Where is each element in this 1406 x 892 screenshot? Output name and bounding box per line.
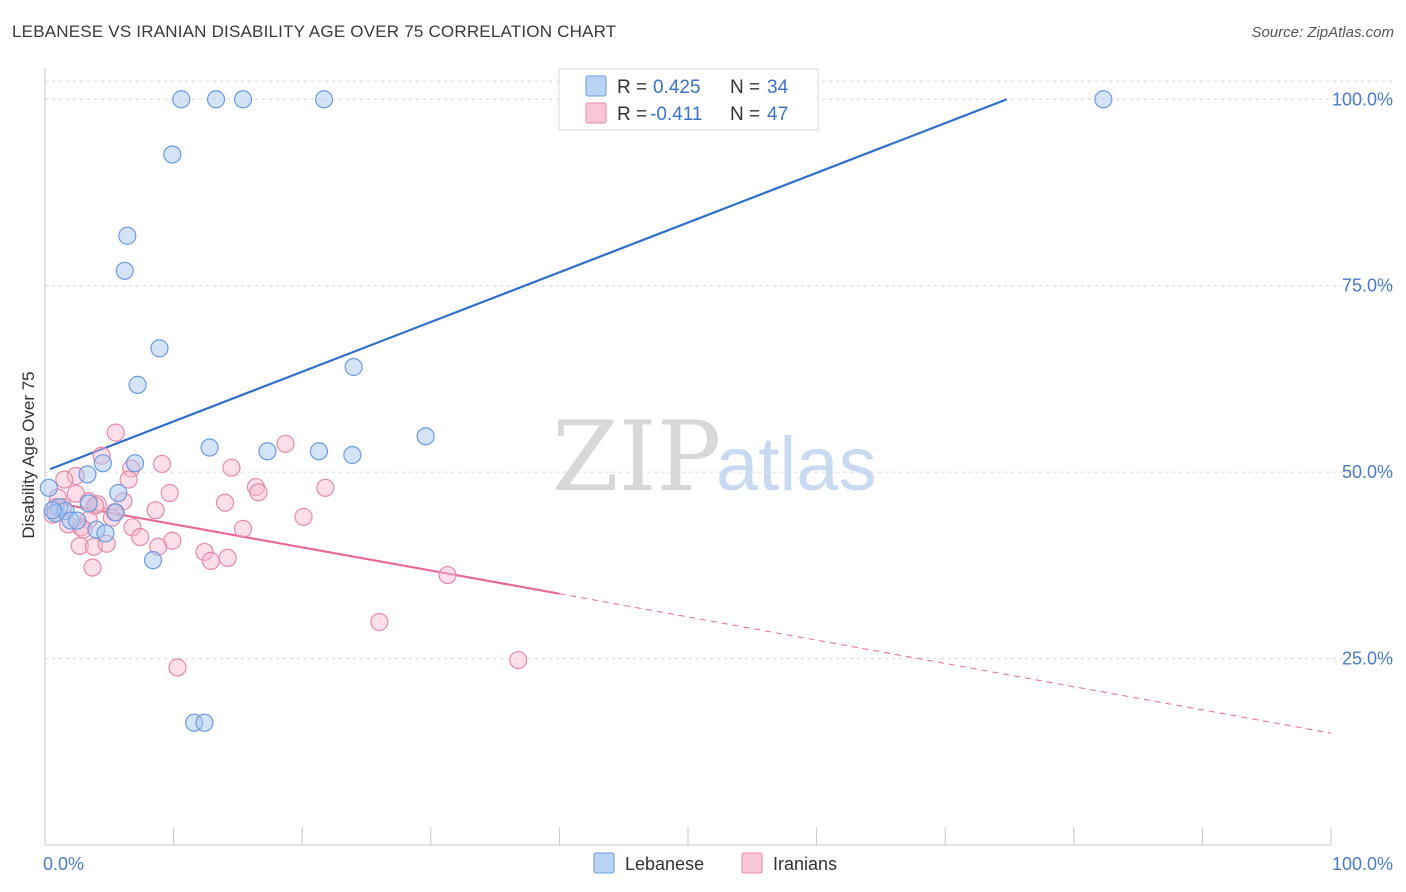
iranians-point xyxy=(218,548,237,568)
iranians-points xyxy=(43,423,528,677)
y-axis-label: Disability Age Over 75 xyxy=(19,371,38,538)
watermark: ZIP atlas xyxy=(552,401,877,513)
iranians-point xyxy=(152,454,172,474)
bottom-legend-swatch-lebanese xyxy=(593,852,615,874)
y-tick-label: 50.0% xyxy=(1342,462,1393,482)
lebanese-point xyxy=(309,442,329,461)
legend-r-label-lebanese: R = xyxy=(617,77,647,98)
trend-line-iranians-extended xyxy=(559,593,1332,734)
iranians-point xyxy=(201,551,220,570)
iranians-point xyxy=(160,483,179,503)
iranians-point xyxy=(119,470,138,489)
bottom-legend-label-iranians: Iranians xyxy=(773,854,837,874)
lebanese-point xyxy=(195,713,214,732)
iranians-point xyxy=(83,558,102,577)
iranians-point xyxy=(195,542,214,562)
iranians-point xyxy=(215,493,235,512)
lebanese-point xyxy=(172,90,191,109)
lebanese-point xyxy=(258,442,277,461)
iranians-point xyxy=(249,483,268,502)
x-tick-label: 100.0% xyxy=(1332,854,1393,874)
iranians-point xyxy=(131,527,150,547)
lebanese-point xyxy=(128,375,147,394)
legend-swatch-iranians xyxy=(585,102,607,124)
lebanese-point xyxy=(125,454,145,473)
legend-n-label-iranians: N = xyxy=(730,104,760,125)
lebanese-point xyxy=(39,478,58,497)
lebanese-point xyxy=(150,339,169,358)
iranians-point xyxy=(233,519,253,538)
lebanese-point xyxy=(93,454,112,473)
x-tick-label: 0.0% xyxy=(43,854,84,874)
lebanese-point xyxy=(79,494,98,513)
iranians-point xyxy=(55,470,74,489)
iranians-point xyxy=(106,423,125,442)
lebanese-point xyxy=(233,90,253,109)
lebanese-point xyxy=(109,483,128,503)
lebanese-point xyxy=(416,427,435,446)
watermark-atlas: atlas xyxy=(716,422,877,507)
lebanese-point xyxy=(68,511,87,530)
iranians-point xyxy=(123,518,142,537)
iranians-point xyxy=(168,658,187,677)
legend-n-label-lebanese: N = xyxy=(730,77,760,98)
lebanese-point xyxy=(143,551,163,570)
trend-lines xyxy=(49,98,1332,734)
iranians-point xyxy=(70,536,89,556)
lebanese-point xyxy=(43,501,62,520)
lebanese-point xyxy=(314,90,334,109)
trend-line-iranians xyxy=(49,500,560,595)
y-tick-label: 75.0% xyxy=(1342,276,1393,296)
iranians-point xyxy=(294,507,313,526)
iranians-point xyxy=(438,565,457,585)
y-tick-label: 25.0% xyxy=(1342,649,1393,669)
source-label: Source: ZipAtlas.com xyxy=(1251,24,1394,41)
bottom-legend: Lebanese Iranians xyxy=(593,852,837,874)
lebanese-points xyxy=(39,90,1113,732)
lebanese-point xyxy=(96,524,115,543)
bottom-legend-swatch-iranians xyxy=(741,852,763,874)
iranians-point xyxy=(222,458,241,477)
chart-title: LEBANESE VS IRANIAN DISABILITY AGE OVER … xyxy=(12,22,617,41)
legend: R = 0.425 N = 34 R = -0.411 N = 47 xyxy=(558,68,819,131)
lebanese-point xyxy=(344,357,363,377)
y-tick-label: 100.0% xyxy=(1332,89,1393,109)
legend-r-label-iranians: R = xyxy=(617,104,647,125)
bottom-legend-label-lebanese: Lebanese xyxy=(625,854,704,874)
legend-r-value-lebanese: 0.425 xyxy=(653,77,701,98)
iranians-point xyxy=(146,501,165,520)
legend-swatch-lebanese xyxy=(585,75,607,97)
lebanese-point xyxy=(78,465,97,484)
iranians-point xyxy=(509,650,528,670)
axes xyxy=(44,68,1332,846)
lebanese-point xyxy=(106,503,125,522)
lebanese-point xyxy=(163,145,182,164)
y-tick-labels: 25.0% 50.0% 75.0% 100.0% xyxy=(1332,89,1393,668)
trend-line-lebanese xyxy=(49,98,1008,471)
iranians-point xyxy=(246,477,266,497)
iranians-point xyxy=(276,434,295,453)
grid xyxy=(45,80,1394,660)
lebanese-point xyxy=(343,445,362,465)
lebanese-point xyxy=(118,226,137,245)
legend-r-value-iranians: -0.411 xyxy=(650,104,702,125)
legend-n-value-lebanese: 34 xyxy=(767,77,789,98)
iranians-point xyxy=(316,478,335,497)
iranians-point xyxy=(370,612,389,632)
x-tick-labels: 0.0% 100.0% xyxy=(43,854,1393,874)
lebanese-point xyxy=(115,261,134,280)
lebanese-point xyxy=(206,90,226,109)
lebanese-point xyxy=(1094,90,1113,109)
lebanese-point xyxy=(200,438,219,457)
watermark-zip: ZIP xyxy=(552,401,721,513)
legend-n-value-iranians: 47 xyxy=(767,104,788,125)
